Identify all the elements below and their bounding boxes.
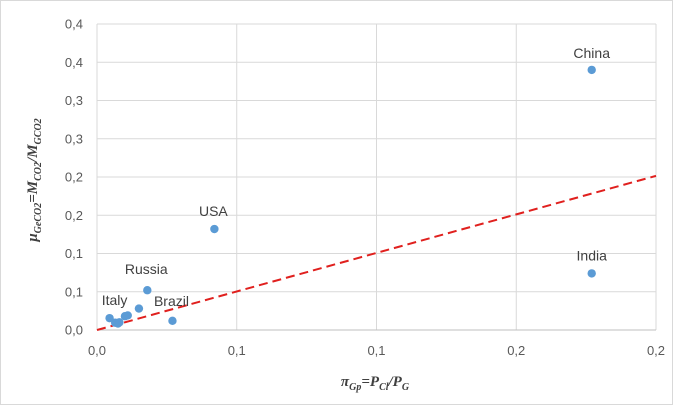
grid: [96, 23, 657, 331]
y-axis-title-end: /M: [25, 144, 41, 163]
data-point: [105, 313, 114, 323]
x-axis-title: πGp=PCl/PG: [341, 374, 410, 393]
x-axis-title-sub1: Gp: [349, 382, 361, 393]
y-tick-label: 0,4: [65, 17, 83, 32]
y-axis-title-sub1: GeCO2: [33, 203, 44, 234]
x-tick-label: 0,2: [647, 343, 665, 358]
x-axis-title-sub3: G: [402, 382, 410, 393]
x-tick-label: 0,2: [507, 343, 525, 358]
x-tick-label: 0,1: [228, 343, 246, 358]
x-axis-title-main: π: [341, 374, 350, 390]
y-tick-label: 0,1: [65, 284, 83, 299]
y-tick-label: 0,1: [65, 246, 83, 261]
y-axis-title-sub3: GCO2: [33, 118, 44, 144]
data-point: [587, 269, 596, 278]
point-labels: China USA India Russia Brazil Italy: [102, 45, 610, 309]
x-tick-label: 0,0: [88, 343, 106, 358]
y-tick-label: 0,4: [65, 55, 83, 70]
data-point: [168, 316, 177, 326]
data-point: [115, 318, 124, 327]
point-label-brazil: Brazil: [154, 293, 189, 309]
data-point: [210, 224, 219, 234]
data-points: [105, 65, 596, 328]
x-axis-title-sub2: Cl: [379, 382, 389, 393]
trendline: [96, 174, 657, 331]
y-tick-label: 0,3: [65, 93, 83, 108]
y-tick-label: 0,0: [65, 323, 83, 338]
point-label-china: China: [573, 45, 610, 61]
point-label-russia: Russia: [125, 261, 168, 277]
y-axis-title-sub2: CO2: [33, 162, 44, 181]
y-tick-label: 0,2: [65, 170, 83, 185]
x-axis-title-end: /P: [388, 374, 403, 390]
data-point: [123, 311, 132, 320]
point-label-usa: USA: [199, 203, 228, 219]
x-tick-label: 0,1: [367, 343, 385, 358]
x-tick-labels: 0,0 0,1 0,1 0,2 0,2: [88, 343, 665, 358]
point-label-italy: Italy: [102, 292, 128, 308]
y-axis-title-main: μ: [25, 233, 41, 242]
x-axis-title-mid: =P: [361, 374, 380, 390]
data-point: [587, 65, 596, 75]
data-point: [134, 304, 144, 313]
y-axis-title-mid: =M: [25, 180, 41, 203]
point-label-india: India: [577, 247, 608, 263]
y-tick-labels: 0,0 0,1 0,1 0,2 0,2 0,3 0,3 0,4 0,4: [65, 17, 83, 338]
y-tick-label: 0,2: [65, 208, 83, 223]
y-tick-label: 0,3: [65, 131, 83, 146]
y-axis-title: μGeCO2=MCO2/MGCO2: [25, 118, 44, 242]
data-point: [143, 286, 152, 295]
trendline-dashed: [96, 174, 657, 331]
